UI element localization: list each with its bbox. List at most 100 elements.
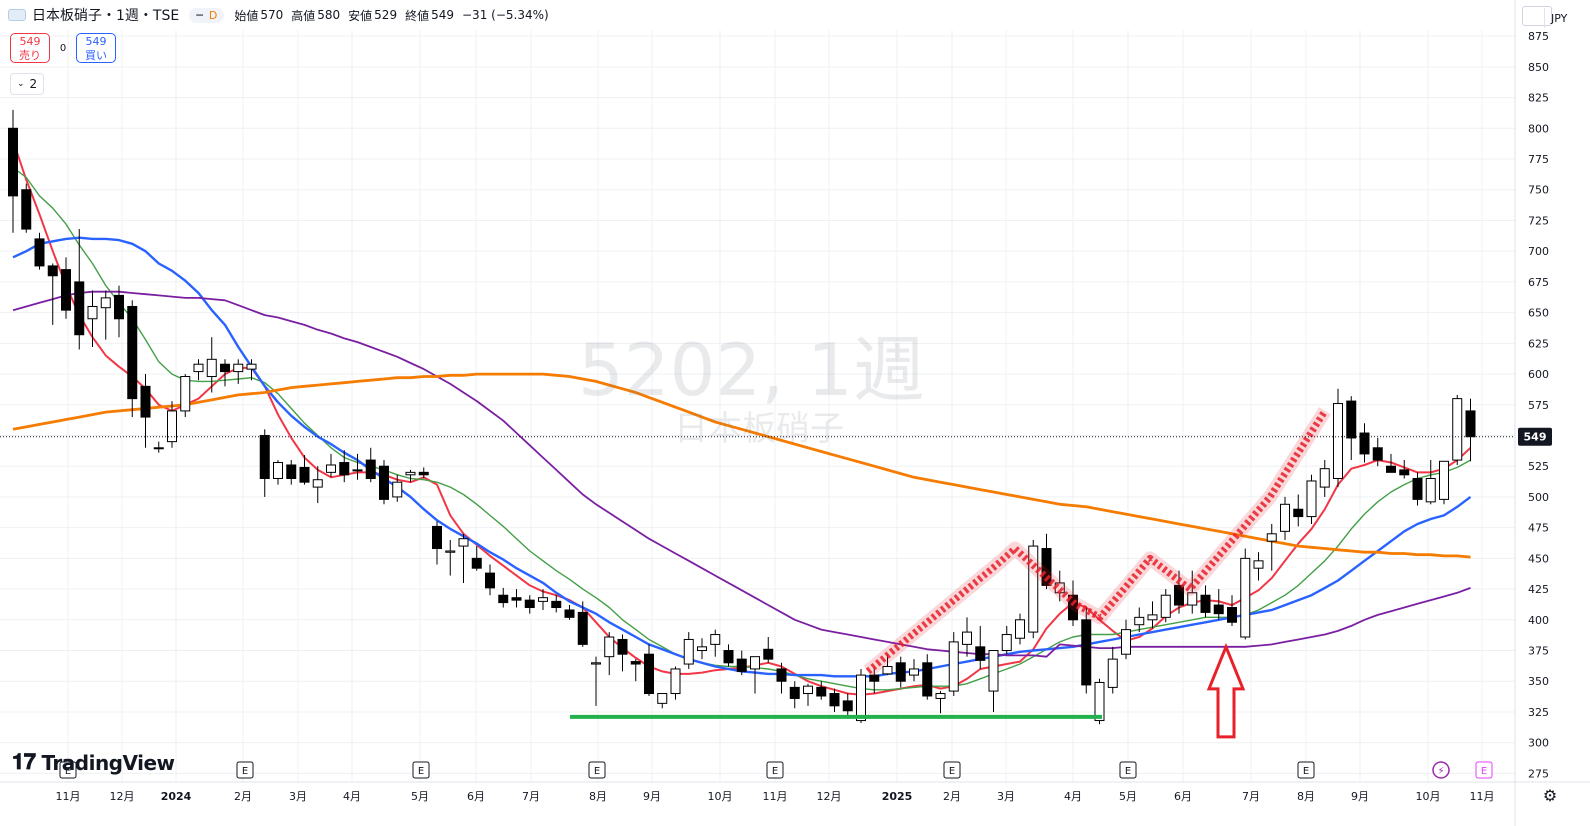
earnings-marker-box [766,761,784,779]
x-tick-label: 2月 [234,790,252,803]
candle-body [750,656,760,670]
x-tick-label: 4月 [343,790,361,803]
chevron-down-icon: ⌄ [17,79,25,89]
candle-body [1293,508,1304,518]
y-tick-label: 525 [1528,460,1549,473]
candle-body [697,646,707,652]
earnings-marker-icon: E [412,761,430,779]
y-tick-label: 375 [1528,645,1549,658]
x-tick-label: 3月 [289,790,307,803]
candle-body [564,609,575,618]
x-tick-label: 12月 [110,790,135,803]
tradingview-logo[interactable]: 𝟏𝟕 TradingView [12,750,175,775]
candle-body [259,434,270,479]
candle-body [153,447,164,450]
buy-button[interactable]: 549 買い [76,33,116,63]
earnings-marker-icon: E [236,761,254,779]
candle-body [312,479,323,488]
candle-body [511,597,522,601]
chart-grid [0,30,1515,782]
x-tick-label: 2025 [882,790,913,803]
candle-body [670,668,681,695]
candle-body [432,525,442,550]
candle-body [1306,480,1317,518]
candle-body [114,294,124,320]
x-tick-label: 7月 [522,790,540,803]
candle-body [498,594,509,604]
sell-button[interactable]: 549 売り [10,33,50,63]
candle-body [100,297,111,309]
candle-body [1107,658,1118,688]
ohlc-low-value: 529 [374,8,398,22]
x-tick-label: 3月 [997,790,1015,803]
x-tick-label: 2024 [161,790,192,803]
trend-zigzag-glow [863,407,1331,677]
candle-body [1213,604,1224,615]
trend-zigzag-annotation [865,409,1328,675]
buy-label: 買い [85,49,107,62]
earnings-marker-icon: E [766,761,784,779]
candle-body [538,597,548,602]
candle-body [882,665,893,675]
candle-body [1412,477,1423,500]
ohlc-close-label: 終値 [405,8,430,23]
chart-settings-icon[interactable]: ⚙ [1542,786,1558,805]
candle-body [1280,503,1290,532]
sell-label: 売り [19,49,41,62]
candle-body [1346,400,1357,439]
candle-body [1465,410,1476,438]
candle-body [803,685,813,695]
candle-body [471,557,482,569]
candle-body [1425,477,1436,503]
x-tick-label: 12月 [817,790,842,803]
candle-body [1081,619,1092,686]
candle-body [710,634,721,645]
y-tick-label: 300 [1528,737,1549,750]
candle-body [1452,398,1463,461]
x-tick-label: 5月 [411,790,429,803]
candle-body [776,668,787,682]
candle-body [1160,594,1171,618]
y-tick-label: 675 [1528,276,1549,289]
y-tick-label: 825 [1528,92,1549,105]
currency-button[interactable] [1522,6,1552,26]
candle-body [869,674,880,682]
last-price-badge [1518,427,1552,446]
earnings-marker-letter: E [418,766,424,777]
candle-body [789,686,800,699]
upcoming-earnings-box [1475,761,1493,779]
symbol-title[interactable]: 日本板硝子・1週・TSE [32,8,180,24]
currency-label: JPY [1544,8,1590,28]
earnings-marker-letter: E [594,766,600,777]
y-tick-label: 450 [1528,552,1549,565]
x-tick-label: 7月 [1242,790,1260,803]
candle-body [657,693,668,704]
candle-body [935,693,946,699]
candle-body [392,481,403,498]
candle-body [723,650,734,664]
earnings-marker-icon: E [1297,761,1315,779]
candle-body [683,638,694,665]
earnings-marker-letter: E [949,766,955,777]
y-tick-label: 875 [1528,30,1549,43]
ma-line [12,372,1471,559]
candle-body [763,648,774,660]
candle-body [326,464,336,473]
earnings-marker-letter: E [1303,766,1309,777]
candle-body [604,636,615,658]
ma-line [12,290,1471,658]
earnings-marker-box [1119,761,1137,779]
candle-body [856,674,866,722]
candle-body [1227,607,1237,623]
indicators-toggle[interactable]: ⌄ 2 [10,73,45,95]
interval-badge[interactable]: ━ D [189,7,225,23]
candle-body [286,464,297,479]
candle-body [1372,447,1383,461]
candle-body [180,376,191,412]
chart-header: 日本板硝子・1週・TSE ━ D 始値 570 高値 580 安値 529 終値… [8,4,557,26]
candle-body [1001,634,1012,652]
candle-body [1266,533,1277,542]
tradingview-wordmark: TradingView [41,750,175,775]
y-tick-label: 325 [1528,706,1549,719]
